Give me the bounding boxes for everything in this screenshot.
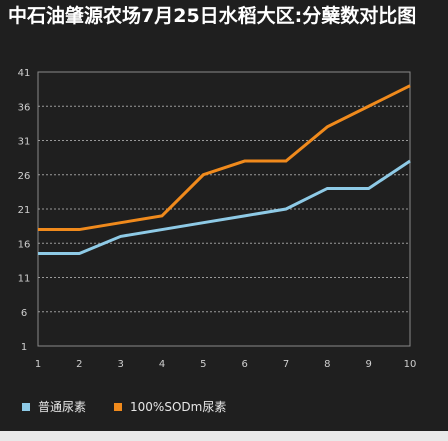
x-tick-label: 3: [117, 359, 123, 370]
legend-swatch-series-2: [114, 402, 123, 411]
legend-item-series-2[interactable]: 100%SODm尿素: [114, 398, 226, 415]
x-tick-label: 1: [35, 359, 41, 370]
y-tick-label: 41: [18, 68, 31, 79]
legend-item-series-1[interactable]: 普通尿素: [22, 398, 86, 415]
legend: 普通尿素 100%SODm尿素: [22, 398, 254, 415]
legend-label-series-1: 普通尿素: [38, 400, 87, 414]
grid-lines: [38, 105, 410, 313]
legend-swatch-series-1: [22, 402, 30, 411]
x-tick-label: 9: [365, 359, 371, 370]
y-tick-label: 11: [18, 274, 31, 285]
y-tick-label: 21: [18, 205, 31, 216]
y-tick-label: 26: [18, 171, 31, 182]
x-axis-ticks: 1 2 3 4 5 6 7 8 9 10: [35, 359, 417, 370]
x-tick-label: 7: [283, 359, 289, 370]
y-tick-label: 6: [21, 308, 27, 319]
y-tick-label: 16: [18, 239, 31, 250]
chart-title: 中石油肇源农场7月25日水稻大区:分蘖数对比图: [8, 5, 417, 27]
y-tick-label: 36: [18, 102, 31, 113]
x-tick-label: 5: [200, 359, 206, 370]
x-tick-label: 10: [404, 359, 417, 370]
bottom-bar: [0, 431, 448, 441]
series-lines: [38, 84, 411, 256]
x-tick-label: 4: [159, 359, 165, 370]
x-tick-label: 8: [324, 359, 330, 370]
series-line-2: [38, 84, 411, 232]
y-tick-label: 31: [18, 137, 31, 148]
y-tick-label: 1: [21, 342, 27, 353]
x-tick-label: 2: [76, 359, 82, 370]
series-line-1: [38, 159, 411, 256]
x-tick-label: 6: [241, 359, 247, 370]
legend-label-series-2: 100%SODm尿素: [130, 400, 227, 414]
